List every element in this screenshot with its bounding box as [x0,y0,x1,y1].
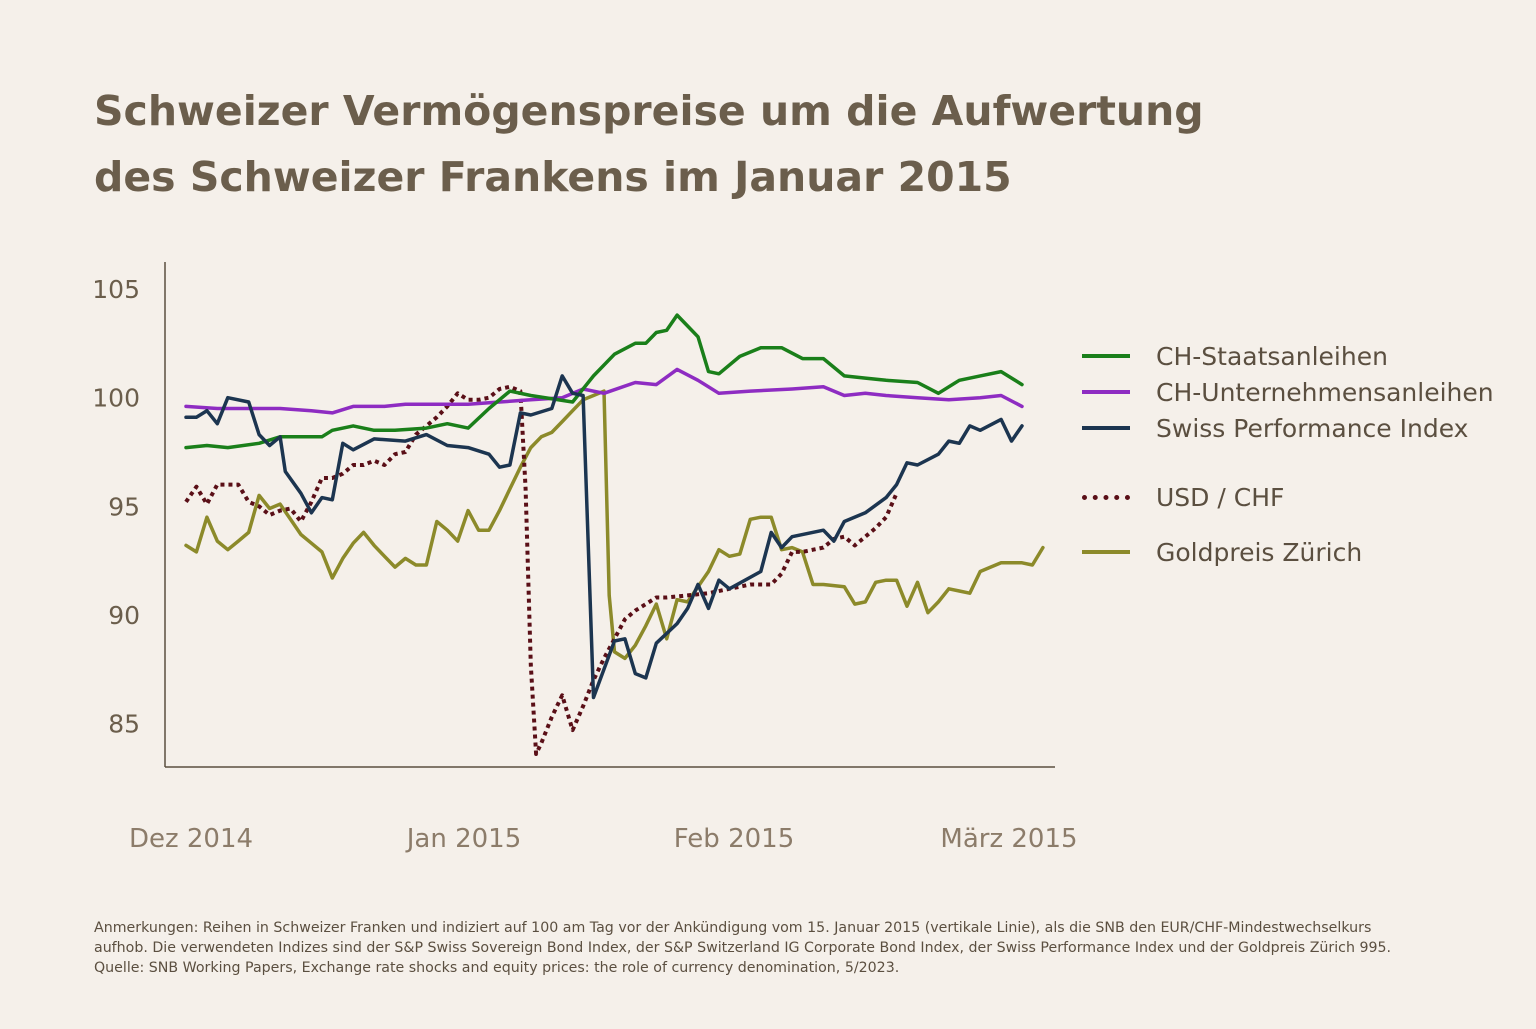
x-tick-label: Jan 2015 [405,824,522,854]
series-line-ch-unternehmensanleihen [184,367,1024,415]
x-tick-label: Dez 2014 [129,824,253,854]
y-tick-label: 90 [108,601,140,630]
chart-series-layer [184,313,1045,756]
legend-label: CH-Unternehmensanleihen [1156,377,1494,407]
footnote-line-1: Anmerkungen: Reihen in Schweizer Franken… [94,920,1372,936]
title-line-2: des Schweizer Frankens im Januar 2015 [94,153,1012,201]
legend-swatch-ch-unternehmensanleihen [1082,390,1130,394]
legend-item-usd-chf: USD / CHF [1082,479,1532,515]
title-line-1: Schweizer Vermögenspreise um die Aufwert… [94,87,1204,135]
series-line-swiss-performance-index [184,374,1024,700]
x-tick-label: Feb 2015 [674,824,794,854]
legend-item-goldpreis-zuerich: Goldpreis Zürich [1082,534,1532,570]
footnote-line-3: Quelle: SNB Working Papers, Exchange rat… [94,960,900,976]
series-line-usd-chf [184,384,899,756]
legend-label: Swiss Performance Index [1156,413,1469,443]
legend-label: USD / CHF [1156,482,1285,512]
footnote-line-2: aufhob. Die verwendeten Indizes sind der… [94,940,1392,956]
chart-title: Schweizer Vermögenspreise um die Aufwert… [94,78,1394,210]
legend-swatch-swiss-performance-index [1082,426,1130,430]
chart-legend: CH-Staatsanleihen CH-Unternehmensanleihe… [1082,338,1532,570]
legend-swatch-goldpreis-zuerich [1082,550,1130,554]
chart-axes: 85 90 95 100 105 Dez 2014 Jan 2015 Feb 2015 März… [92,262,1078,854]
x-tick-label: März 2015 [940,824,1077,854]
legend-swatch-usd-chf [1082,494,1130,500]
series-line-goldpreis-z-rich [184,389,1045,661]
series-line-ch-staatsanleihen [184,313,1024,450]
y-tick-label: 95 [108,492,140,521]
y-tick-label: 100 [92,384,140,413]
legend-swatch-ch-staatsanleihen [1082,354,1130,358]
legend-label: CH-Staatsanleihen [1156,341,1388,371]
legend-label: Goldpreis Zürich [1156,537,1363,567]
chart-footnote: Anmerkungen: Reihen in Schweizer Franken… [94,918,1474,978]
legend-item-ch-unternehmensanleihen: CH-Unternehmensanleihen [1082,374,1532,410]
legend-item-ch-staatsanleihen: CH-Staatsanleihen [1082,338,1532,374]
legend-item-swiss-performance-index: Swiss Performance Index [1082,410,1532,446]
y-tick-label: 105 [92,275,140,304]
y-tick-label: 85 [108,710,140,739]
